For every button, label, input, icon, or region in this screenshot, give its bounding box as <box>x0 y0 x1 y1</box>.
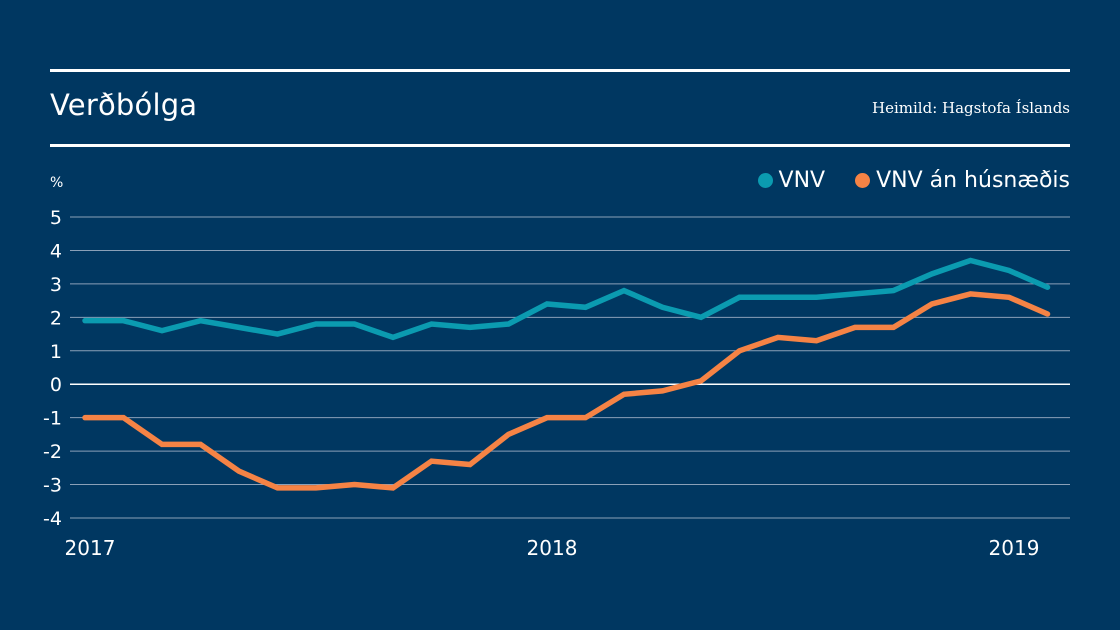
source-note: Heimild: Hagstofa Íslands <box>872 99 1070 117</box>
y-tick-label: 4 <box>50 240 62 262</box>
y-tick-label: 3 <box>50 274 62 296</box>
legend-item-vnv-excl-housing: VNV án húsnæðis <box>855 168 1070 193</box>
x-tick-label: 2019 <box>989 536 1040 560</box>
y-tick-label: 5 <box>50 207 62 229</box>
legend-label-vnv: VNV <box>778 168 826 193</box>
legend-dot-vnv-excl-housing-icon <box>855 173 871 188</box>
y-tick-label: 2 <box>50 307 62 329</box>
x-tick-label: 2018 <box>527 536 578 560</box>
legend: VNV VNV án húsnæðis <box>728 168 1070 193</box>
series-line-vnv-excl-housing <box>82 291 1051 491</box>
y-tick-label: -3 <box>43 475 62 497</box>
y-tick-label: -1 <box>43 408 62 430</box>
x-axis-ticks: 2017 2018 2019 <box>65 536 1040 560</box>
series-line-vnv <box>82 257 1051 341</box>
y-tick-label: 0 <box>50 374 62 396</box>
legend-dot-vnv-icon <box>757 173 773 188</box>
legend-item-vnv: VNV <box>757 168 826 193</box>
y-axis-ticks: 5 4 3 2 1 0 -1 -2 -3 -4 <box>43 207 62 530</box>
y-tick-label: 1 <box>50 341 62 363</box>
series-lines <box>82 257 1051 491</box>
top-rule <box>50 69 1070 72</box>
header-divider <box>50 144 1070 147</box>
legend-label-vnv-excl-housing: VNV án húsnæðis <box>876 168 1070 193</box>
chart-title: Verðbólga <box>50 88 198 122</box>
y-axis-unit-label: % <box>50 175 63 191</box>
y-tick-label: -4 <box>43 508 62 530</box>
x-tick-label: 2017 <box>65 536 116 560</box>
y-tick-label: -2 <box>43 441 62 463</box>
grid-lines <box>70 216 1070 519</box>
